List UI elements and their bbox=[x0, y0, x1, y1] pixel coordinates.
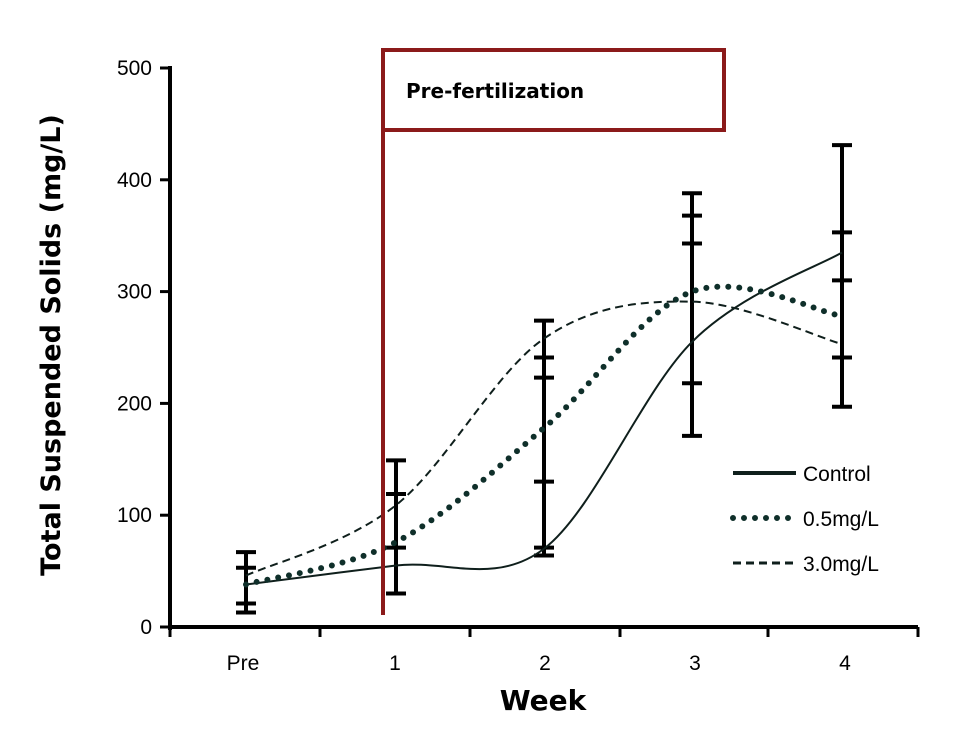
series-line-1 bbox=[245, 251, 843, 586]
series-line-2 bbox=[243, 283, 845, 588]
y-tick-label: 500 bbox=[117, 57, 152, 80]
x-tick-label: 4 bbox=[839, 652, 851, 675]
legend-label: 0.5mg/L bbox=[803, 508, 879, 531]
legend-label: Control bbox=[803, 463, 871, 486]
x-tick-label: Pre bbox=[227, 652, 260, 675]
y-tick-label: 100 bbox=[117, 504, 152, 527]
x-tick-label: 1 bbox=[389, 652, 401, 675]
y-axis-label: Total Suspended Solids (mg/L) bbox=[36, 114, 67, 576]
y-tick-label: 300 bbox=[117, 281, 152, 304]
y-tick-label: 200 bbox=[117, 392, 152, 415]
y-tick-label: 400 bbox=[117, 169, 152, 192]
x-tick-label: 2 bbox=[539, 652, 551, 675]
y-tick-label: 0 bbox=[140, 616, 152, 639]
x-tick-label: 3 bbox=[689, 652, 701, 675]
legend-label: 3.0mg/L bbox=[803, 553, 879, 576]
annotation-label: Pre-fertilization bbox=[406, 79, 584, 103]
x-axis-label: Week bbox=[500, 684, 588, 717]
series-line-3 bbox=[245, 300, 843, 577]
